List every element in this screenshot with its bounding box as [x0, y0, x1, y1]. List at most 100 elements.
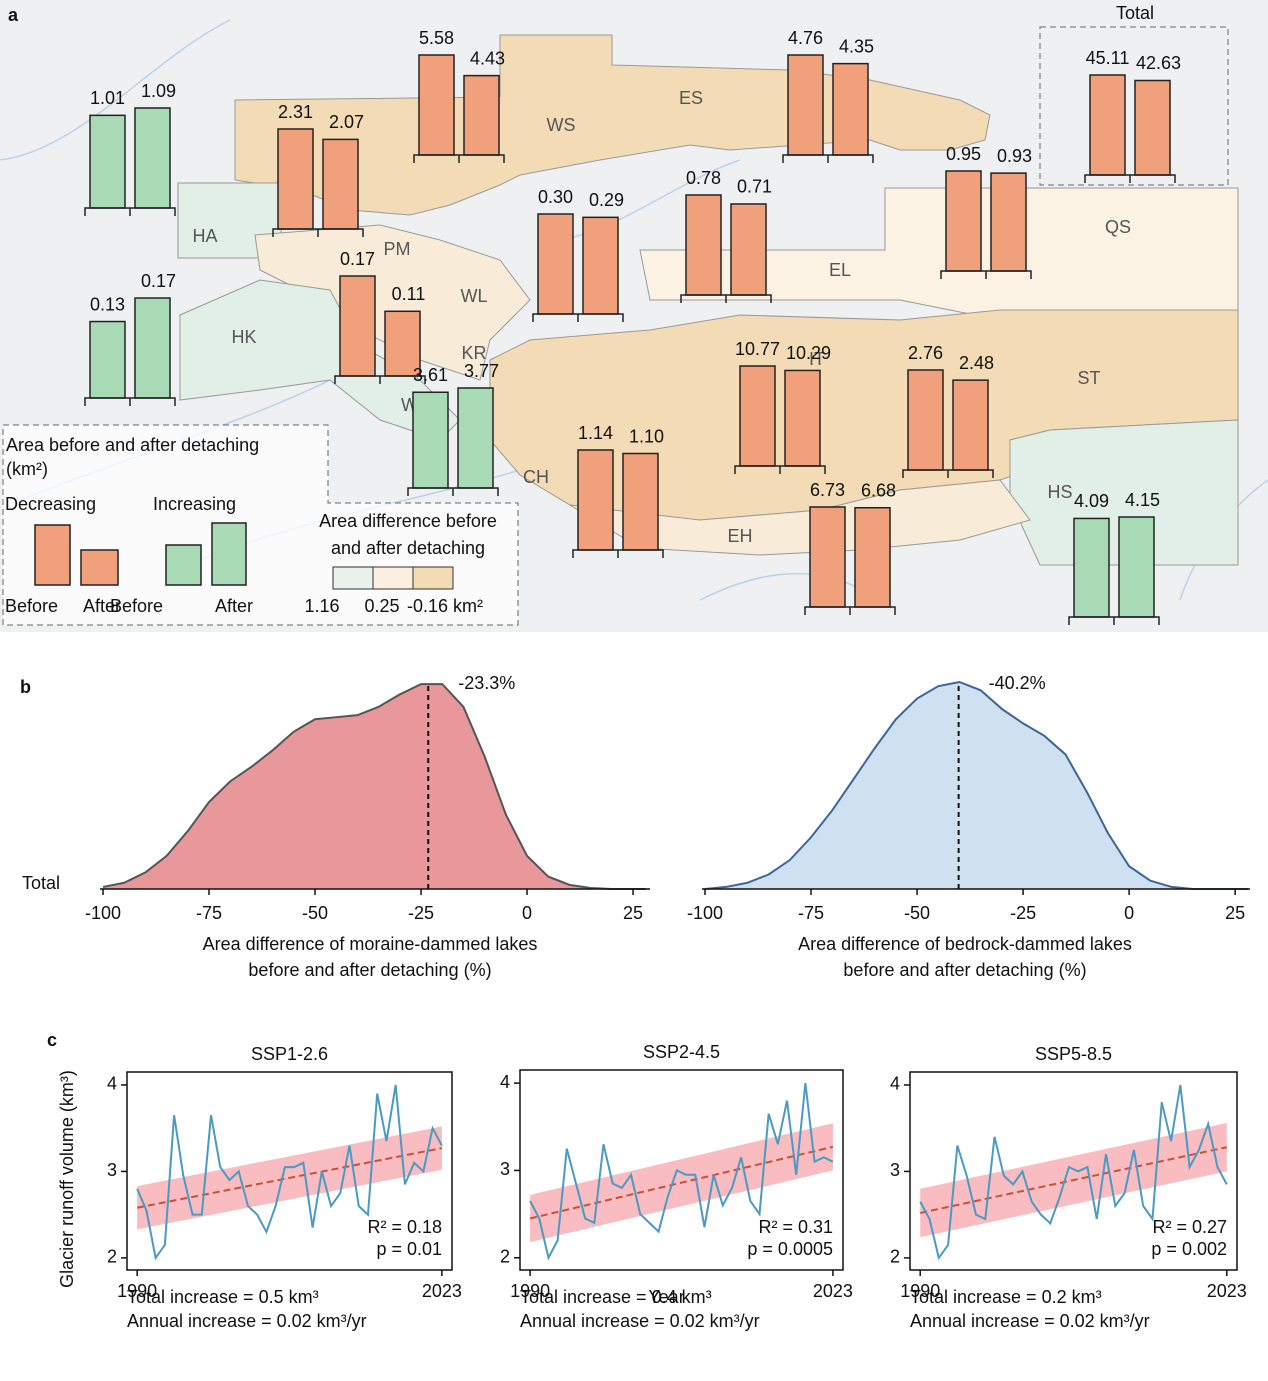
note: Total increase = 0.5 km³	[127, 1287, 319, 1307]
note: Annual increase = 0.02 km³/yr	[127, 1311, 367, 1331]
x-label: before and after detaching (%)	[843, 960, 1086, 980]
bar	[945, 170, 982, 272]
bar	[854, 506, 891, 608]
legend-entry: Decreasing	[5, 494, 96, 514]
value-label: 2.31	[278, 102, 313, 122]
median-label: -40.2%	[989, 673, 1046, 693]
bar	[412, 391, 449, 489]
chart-title: SSP1-2.6	[251, 1044, 328, 1064]
runoff-line	[529, 1082, 834, 1261]
bar	[907, 369, 944, 471]
value-label: 4.35	[839, 36, 874, 56]
density-area	[705, 682, 1248, 889]
note: Annual increase = 0.02 km³/yr	[520, 1311, 760, 1331]
region-label: ST	[1077, 368, 1100, 388]
legend-swatches	[34, 522, 247, 586]
chart-title: SSP5-8.5	[1035, 1044, 1112, 1064]
x-tick-label: 25	[623, 903, 643, 923]
legend-entry: Increasing	[153, 494, 236, 514]
bracket	[572, 549, 664, 558]
bracket	[1084, 174, 1176, 183]
value-label: 0.29	[589, 190, 624, 210]
bar	[582, 216, 619, 315]
region-label: EL	[829, 260, 851, 280]
x-tick-label: -100	[85, 903, 121, 923]
bracket	[734, 465, 826, 474]
runoff-line	[136, 1084, 443, 1261]
x-tick-label: 0	[522, 903, 532, 923]
bar	[277, 128, 314, 230]
panel-letter: a	[8, 5, 19, 25]
bar	[832, 62, 869, 156]
colorbar-tick-label: -0.16 km²	[407, 596, 483, 616]
x-label: before and after detaching (%)	[248, 960, 491, 980]
region-label: ES	[679, 88, 703, 108]
y-tick-label: 4	[107, 1074, 117, 1094]
colorbar-tick-label: 1.16	[304, 596, 339, 616]
bar	[787, 54, 824, 156]
stat-label: p = 0.002	[1151, 1239, 1227, 1259]
legend-sublabel: After	[83, 596, 121, 616]
value-label: 4.15	[1125, 490, 1160, 510]
y-label: Total	[22, 873, 60, 893]
median-label: -23.3%	[458, 673, 515, 693]
total-box	[1039, 26, 1229, 186]
region-label: IT	[809, 349, 825, 369]
x-label: Area difference of moraine-dammed lakes	[203, 934, 538, 954]
x-tick-label: -50	[904, 903, 930, 923]
bar	[990, 172, 1027, 272]
region-label: WS	[547, 115, 576, 135]
x-label: Area difference of bedrock-dammed lakes	[798, 934, 1132, 954]
bar	[457, 387, 494, 489]
bar	[1118, 516, 1155, 618]
bar	[622, 452, 659, 551]
colorbar-swatch	[372, 566, 414, 590]
panel-letter: b	[20, 677, 31, 697]
y-label: Glacier runoff volume (km³)	[57, 1070, 77, 1288]
region-label: CH	[523, 467, 549, 487]
value-label: 3.77	[464, 361, 499, 381]
value-label: 1.14	[578, 423, 613, 443]
panel-letter: c	[47, 1030, 57, 1050]
x-tick-label: 2023	[422, 1281, 462, 1301]
x-tick-label: -75	[196, 903, 222, 923]
x-tick-label: 1990	[117, 1281, 157, 1301]
value-label: 6.73	[810, 480, 845, 500]
stat-label: R² = 0.27	[1152, 1217, 1227, 1237]
bar	[685, 194, 722, 296]
x-tick-label: 2023	[813, 1281, 853, 1301]
stat-label: R² = 0.18	[367, 1217, 442, 1237]
value-label: 0.78	[686, 168, 721, 188]
colorbar-title: and after detaching	[331, 538, 485, 558]
bracket	[272, 228, 364, 237]
legend-sublabel: Before	[110, 596, 163, 616]
x-tick-label: -75	[798, 903, 824, 923]
bar	[1089, 74, 1126, 176]
bar	[322, 138, 359, 230]
region-label: HS	[1047, 482, 1072, 502]
stat-label: p = 0.0005	[747, 1239, 833, 1259]
bracket	[407, 487, 499, 496]
value-label: 0.13	[90, 294, 125, 314]
value-label: 5.58	[419, 28, 454, 48]
colorbar-tick-label: 0.25	[364, 596, 399, 616]
x-tick-label: 1990	[900, 1281, 940, 1301]
value-label: 0.17	[141, 271, 176, 291]
value-label: 0.11	[392, 284, 426, 304]
colorbar-title: Area difference before	[319, 511, 497, 531]
note: Annual increase = 0.02 km³/yr	[910, 1311, 1150, 1331]
bracket	[782, 154, 874, 163]
x-tick-label: -100	[687, 903, 723, 923]
region-eh	[569, 479, 1031, 556]
y-tick-label: 2	[890, 1247, 900, 1267]
legend-title: Area before and after detaching	[6, 435, 259, 455]
bar	[537, 213, 574, 315]
x-tick-label: 0	[1124, 903, 1134, 923]
region-label: EH	[727, 526, 752, 546]
region-label: KR	[461, 343, 486, 363]
value-label: 0.95	[946, 144, 981, 164]
trend-line	[529, 1145, 834, 1220]
trend-line	[920, 1146, 1227, 1214]
colorbar-swatch	[332, 566, 374, 590]
